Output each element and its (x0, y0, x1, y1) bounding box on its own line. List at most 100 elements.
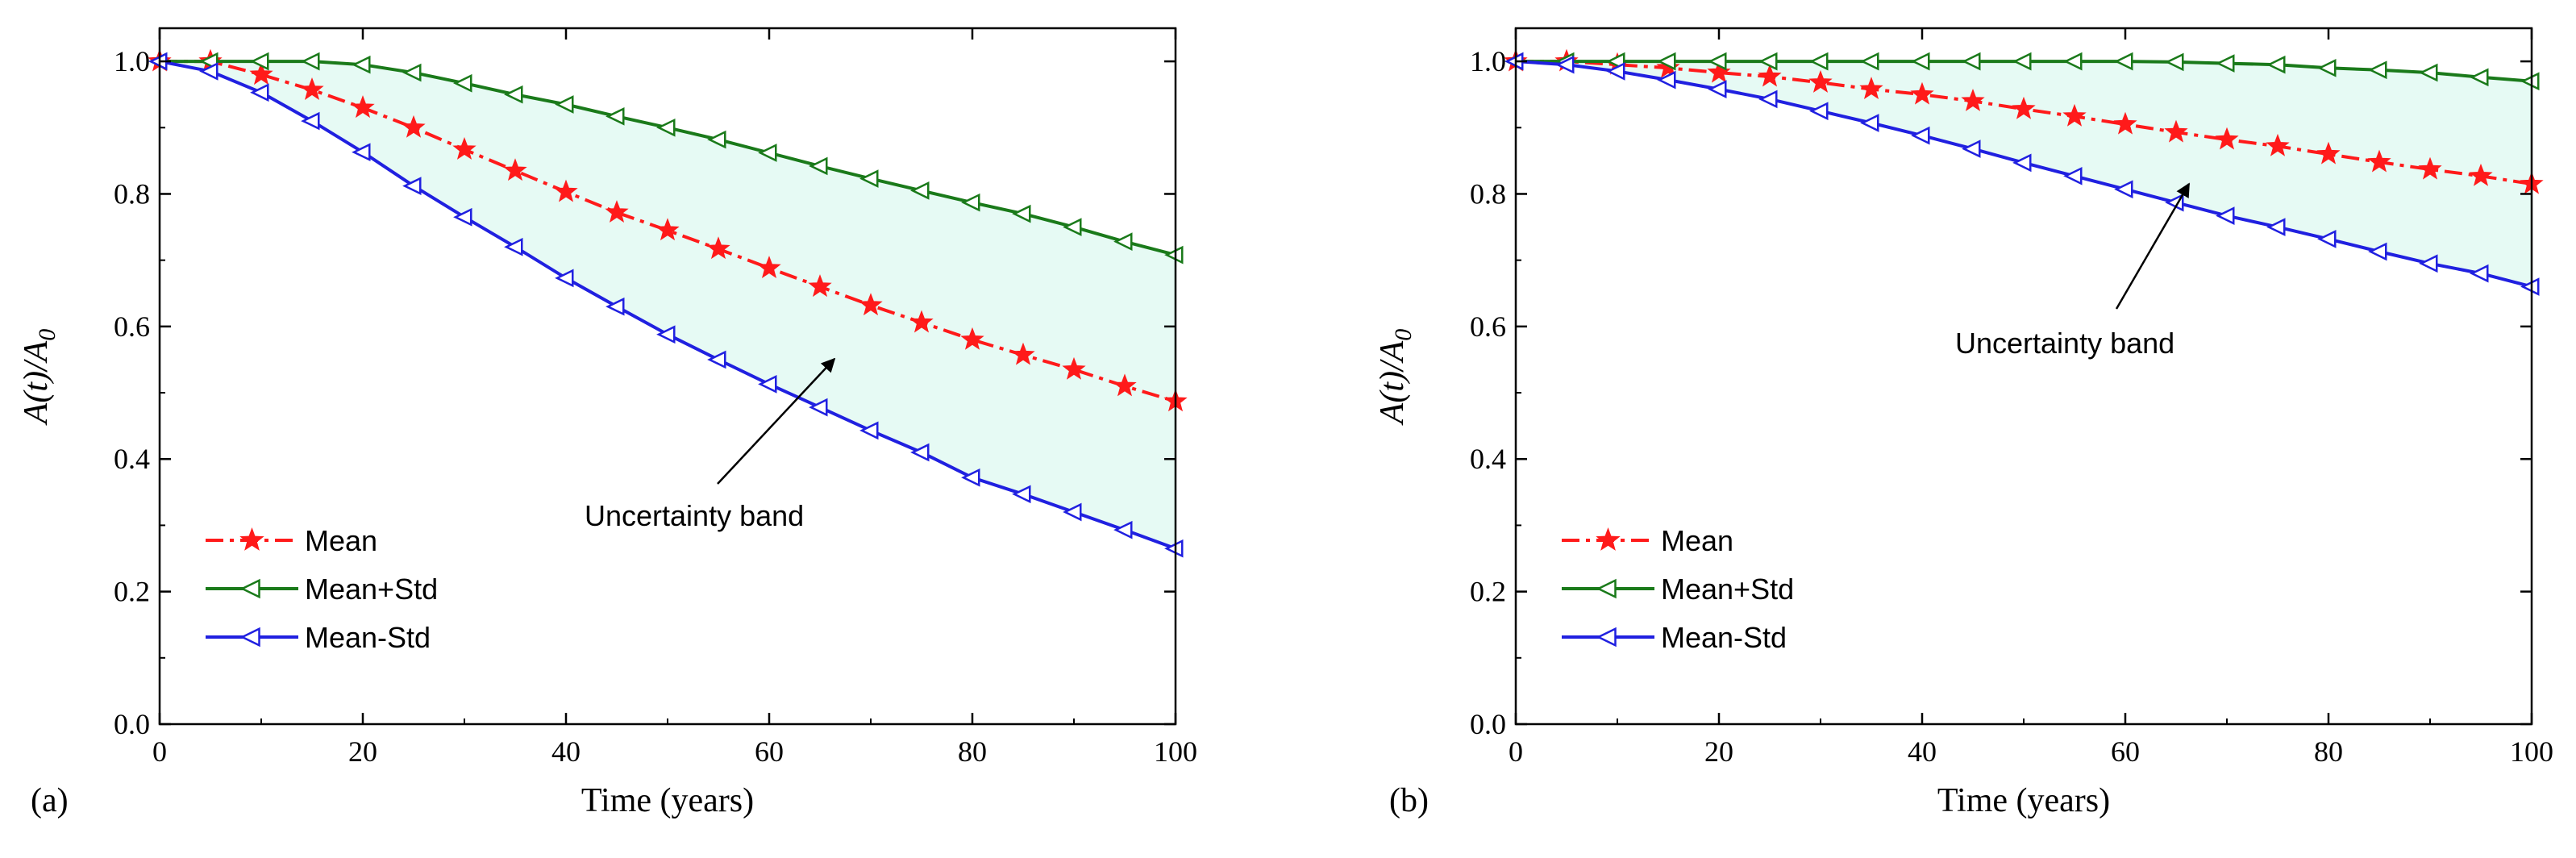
y-axis-title-part: A (1374, 340, 1411, 364)
data-point (2113, 111, 2137, 135)
data-point (809, 398, 828, 417)
legend-label: Mean (1661, 524, 1733, 557)
y-tick-label: 0.2 (114, 576, 150, 608)
data-point (961, 193, 980, 212)
data-point (960, 327, 984, 350)
y-axis-title-subscript: 0 (34, 329, 60, 341)
x-tick-label: 40 (1908, 735, 1937, 768)
legend-marker (1596, 578, 1617, 599)
data-point (606, 297, 625, 316)
data-point (1012, 485, 1031, 504)
legend: Mean Mean+Std Mean-Std (1562, 524, 1794, 654)
data-point (199, 62, 218, 81)
y-tick-label: 1.0 (1470, 45, 1506, 77)
y-axis-title: A(t)/A0 (1374, 329, 1417, 427)
data-point (2266, 133, 2290, 156)
series-mean-minus-std (1504, 52, 2540, 296)
y-tick-label: 0.8 (114, 177, 150, 210)
data-point (910, 181, 930, 200)
data-point (1961, 88, 1985, 111)
data-point (250, 83, 269, 102)
uncertainty-band (160, 61, 1176, 549)
data-point (2367, 149, 2391, 173)
data-point (1113, 520, 1133, 539)
y-tick-label: 0.2 (1470, 576, 1506, 608)
data-point (605, 200, 629, 223)
annotation-arrow (2115, 182, 2191, 310)
legend-label: Mean (305, 524, 377, 557)
y-tick-label: 0.0 (114, 708, 150, 740)
data-point (808, 274, 832, 298)
data-point (2216, 206, 2235, 225)
data-point (1707, 60, 1731, 83)
x-tick-label: 0 (1509, 735, 1523, 768)
data-point (2215, 127, 2239, 150)
y-tick-label: 0.6 (1470, 310, 1506, 343)
y-tick-label: 0.8 (1470, 177, 1506, 210)
x-tick-label: 0 (152, 735, 167, 768)
data-point (1555, 55, 1575, 74)
panel-label: (a) (31, 782, 69, 819)
data-point (554, 179, 578, 202)
data-point (1910, 81, 1934, 105)
annotation-text: Uncertainty band (585, 499, 804, 532)
legend: Mean Mean+Std Mean-Std (206, 524, 438, 654)
data-point (2165, 52, 2184, 72)
data-point (655, 218, 680, 241)
data-point (1656, 55, 1680, 78)
data-point (1808, 69, 1833, 93)
data-point (1758, 64, 1782, 87)
data-point (2470, 68, 2489, 87)
data-point (606, 106, 625, 126)
series-mean-minus-std (148, 52, 1184, 558)
y-tick-label: 0.0 (1470, 708, 1506, 740)
data-point (2469, 163, 2493, 186)
data-point (757, 256, 781, 279)
x-tick-label: 100 (2510, 735, 2553, 768)
data-point (2317, 58, 2337, 77)
panel-label: (b) (1389, 782, 1429, 819)
annotation-arrow (717, 357, 836, 485)
data-point (1708, 52, 1727, 71)
y-axis-title-part: )/ (1374, 359, 1411, 384)
data-point (2520, 72, 2540, 91)
data-point (1657, 52, 1676, 71)
data-point (1809, 102, 1829, 121)
data-point (2063, 52, 2083, 71)
data-point (2012, 96, 2036, 119)
data-point (2062, 103, 2087, 127)
legend-marker (239, 527, 264, 551)
data-point (504, 85, 523, 104)
data-point (249, 62, 273, 85)
data-point (2216, 54, 2235, 73)
legend-marker (1596, 527, 1621, 551)
data-point (707, 350, 726, 369)
data-point (453, 207, 472, 227)
legend-label: Mean-Std (1661, 621, 1787, 654)
x-tick-label: 80 (2314, 735, 2343, 768)
data-point (555, 95, 574, 114)
data-point (1011, 342, 1035, 365)
data-point (1657, 70, 1676, 90)
data-point (301, 111, 320, 131)
x-tick-label: 100 (1154, 735, 1197, 768)
data-point (909, 310, 934, 333)
data-point (503, 158, 527, 181)
data-point (1860, 114, 1879, 132)
data-point (300, 77, 324, 100)
data-point (1809, 52, 1829, 71)
data-point (2063, 166, 2083, 185)
legend-marker (1596, 627, 1617, 648)
panel-b: 0 20 40 60 80 100 0.0 0.2 0.4 0.6 0.8 1.0 Time (year… (1374, 27, 2553, 819)
legend-marker (239, 627, 260, 648)
data-point (1758, 52, 1778, 71)
data-point (1062, 356, 1086, 380)
y-axis-title-part: t (18, 381, 55, 392)
data-point (2114, 52, 2133, 71)
data-point (1860, 52, 1879, 71)
data-point (2164, 119, 2188, 143)
data-point (452, 136, 476, 160)
y-axis-title-part: A( (18, 389, 55, 427)
data-point (2418, 156, 2442, 180)
